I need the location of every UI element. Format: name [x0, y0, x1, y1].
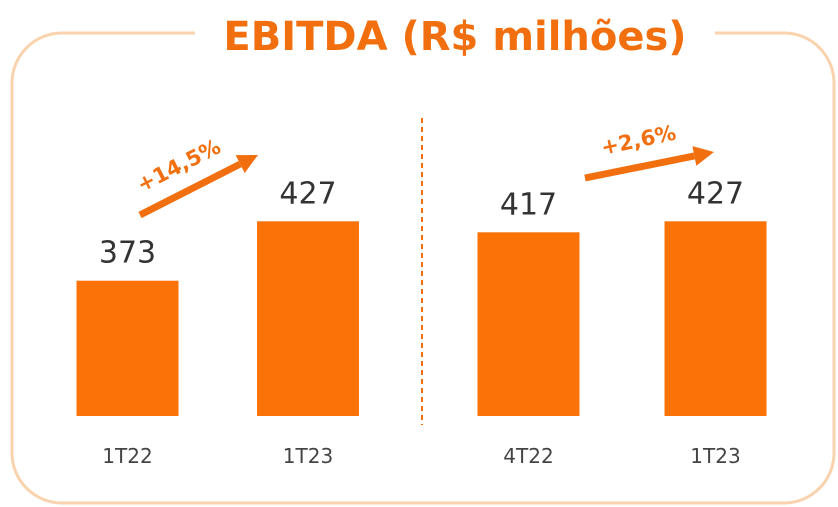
value-label: 417: [500, 187, 557, 222]
arrow-shaft: [138, 160, 242, 219]
value-label: 427: [687, 176, 744, 211]
bar: [477, 232, 580, 416]
x-tick-label: 1T22: [102, 444, 152, 468]
x-tick-label: 1T23: [690, 444, 740, 468]
arrow-head: [692, 146, 714, 166]
annotation: +14,5%: [133, 135, 224, 197]
bar: [76, 280, 179, 416]
annotation: +2,6%: [599, 121, 678, 160]
x-tick-label: 4T22: [503, 444, 553, 468]
bar: [257, 221, 359, 416]
value-label: 427: [279, 176, 336, 211]
title-backdrop: [195, 5, 715, 65]
chart-title: EBITDA (R$ milhões): [223, 14, 686, 60]
x-tick-label: 1T23: [283, 444, 333, 468]
arrow-head: [235, 155, 258, 173]
arrow-shaft: [584, 152, 696, 182]
value-label: 373: [99, 236, 156, 271]
bar: [664, 221, 767, 416]
